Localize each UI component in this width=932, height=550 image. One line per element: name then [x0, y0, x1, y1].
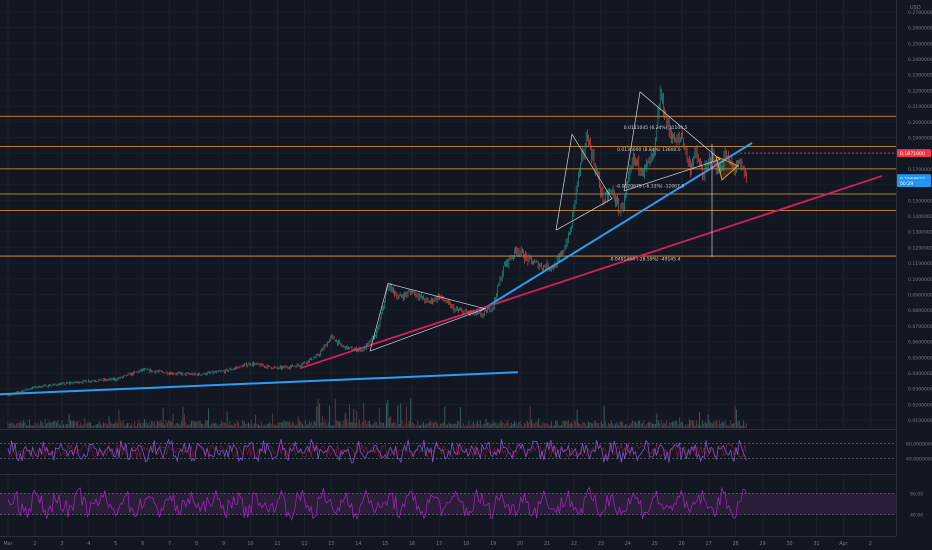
- price-tick-label: 0.2400000: [908, 57, 932, 63]
- price-tick-label: 0.0800000: [908, 308, 932, 314]
- time-tick-label: 12: [301, 541, 307, 547]
- price-tick-label: 0.2700000: [908, 10, 932, 16]
- price-tick-label: 0.2600000: [908, 26, 932, 32]
- blue-trend-low: [0, 371, 519, 396]
- stoch-tick-label: 60.00: [910, 492, 923, 498]
- price-tick-label: 0.0700000: [908, 324, 932, 330]
- time-tick-label: 7: [168, 541, 171, 547]
- time-tick-label: 6: [141, 541, 144, 547]
- time-tick-label: 5: [114, 541, 117, 547]
- price-tick-label: 0.0100000: [908, 418, 932, 424]
- time-tick-label: 9: [222, 541, 225, 547]
- price-tick-label: 0.0900000: [908, 293, 932, 299]
- time-tick-label: 14: [355, 541, 361, 547]
- time-tick-label: 27: [706, 541, 712, 547]
- price-tick-label: 0.2300000: [908, 73, 932, 79]
- price-tag: [897, 149, 931, 158]
- rsi-pane: [0, 429, 932, 473]
- price-tick-label: 0.1000000: [908, 277, 932, 283]
- time-tick-label: 29: [760, 541, 766, 547]
- time-tick-label: 31: [813, 541, 819, 547]
- time-tick-label: 28: [733, 541, 739, 547]
- time-tick-label: 10: [247, 541, 253, 547]
- time-tick-label: 26: [679, 541, 685, 547]
- time-tick-label: Apr: [839, 541, 847, 547]
- price-tick-label: 0.2000000: [908, 120, 932, 126]
- measure-label: -0.0491454 (-28.59%) -49145.4: [609, 256, 680, 262]
- rsi-tick-label: 40.0000000: [906, 457, 932, 463]
- volume-bars: [7, 398, 747, 428]
- time-tick-label: 2: [33, 541, 36, 547]
- price-tick-label: 0.1500000: [908, 198, 932, 204]
- price-scale-unit: USD: [910, 5, 921, 11]
- price-tick-label: 0.2500000: [908, 41, 932, 47]
- rsi-signal: [7, 443, 747, 459]
- horizontal-levels: [0, 115, 896, 257]
- price-axis[interactable]: 0.2700000 0.2600000 0.2500000 0.2400000 0.23…: [896, 0, 932, 550]
- price-tick-label: 0.1400000: [908, 214, 932, 220]
- time-tick-label: 25: [652, 541, 658, 547]
- price-tick-label: 0.1900000: [908, 135, 932, 141]
- triangle-2: [555, 133, 613, 231]
- candles: [7, 85, 747, 397]
- price-tick-label: 0.0400000: [908, 371, 932, 377]
- measure-label: 0.0136000 (8.84%) 13600.0: [617, 147, 681, 153]
- time-tick-label: 2: [869, 541, 872, 547]
- price-tick-label: 0.1300000: [908, 230, 932, 236]
- triangle-small: [715, 155, 739, 181]
- trend-lines: [0, 142, 883, 396]
- stoch-pane: [0, 474, 932, 537]
- time-tick-label: 30: [786, 541, 792, 547]
- time-tick-label: 20: [517, 541, 523, 547]
- price-tick-label: 0.1700000: [908, 167, 932, 173]
- price-tick-label: 0.0300000: [908, 387, 932, 393]
- time-tick-label: 4: [87, 541, 90, 547]
- red-trend: [299, 175, 883, 370]
- time-tick-label: 24: [625, 541, 631, 547]
- time-tick-label: 11: [274, 541, 280, 547]
- price-tag-label: 0.1871000: [900, 151, 925, 157]
- price-tick-label: 0.1100000: [908, 261, 932, 267]
- measure-labels: 0.0111045 (6.24%) 11104.5 0.0136000 (8.84…: [609, 125, 688, 263]
- time-tick-label: 17: [436, 541, 442, 547]
- rsi-background: [0, 430, 896, 473]
- pattern-drawings: [369, 91, 739, 352]
- blue-trend-high: [479, 142, 753, 312]
- time-tick-label: 15: [382, 541, 388, 547]
- time-tick-label: 8: [195, 541, 198, 547]
- time-tick-label: 13: [328, 541, 334, 547]
- time-axis[interactable]: Mar 2 3 4 5 6 7 8 9 10 11 12 13 14 15 16 17 18 19 20 21 22 23 2…: [3, 541, 871, 547]
- stoch-line: [7, 486, 747, 522]
- time-tick-label: 18: [463, 541, 469, 547]
- price-tick-label: 0.2200000: [908, 88, 932, 94]
- measure-label: 0.0111045 (6.24%) 11104.5: [624, 125, 688, 131]
- time-tick-label: 22: [571, 541, 577, 547]
- time-tick-label: 23: [598, 541, 604, 547]
- time-tick-label: 19: [490, 541, 496, 547]
- price-tag: [897, 179, 931, 188]
- price-tick-label: 0.0500000: [908, 355, 932, 361]
- triangle-3: [623, 91, 721, 192]
- price-tick-label: 0.0200000: [908, 402, 932, 408]
- price-tag-label: 00:29: [900, 181, 913, 187]
- price-tick-label: 0.2100000: [908, 104, 932, 110]
- time-tick-label: 3: [60, 541, 63, 547]
- price-tick-label: 0.1200000: [908, 245, 932, 251]
- time-tick-label: 16: [409, 541, 415, 547]
- rsi-line: [7, 438, 747, 464]
- measure-label: -0.0120675 (-6.33%) -12067.5: [616, 183, 685, 189]
- stoch-band: [0, 493, 896, 515]
- stoch-tick-label: 40.00: [910, 512, 923, 518]
- price-tick-label: 0.0600000: [908, 340, 932, 346]
- triangle-1: [369, 283, 487, 352]
- rsi-tick-label: 60.0000000: [906, 441, 932, 447]
- time-tick-label: Mar: [3, 541, 12, 547]
- time-tick-label: 21: [544, 541, 550, 547]
- price-axis-background: [896, 0, 932, 550]
